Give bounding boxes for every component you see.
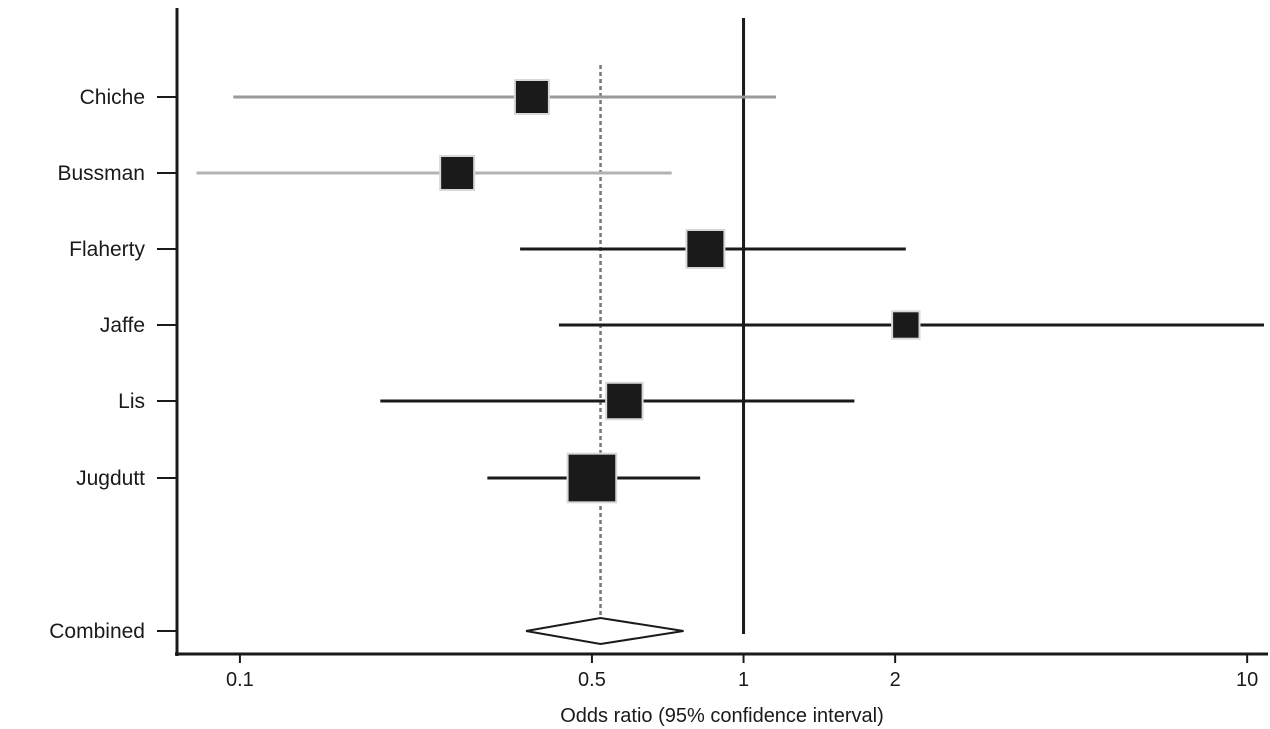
point-estimate-box bbox=[566, 452, 618, 504]
axes bbox=[175, 8, 1268, 656]
study-row-jugdutt: Jugdutt bbox=[76, 452, 701, 504]
study-row-lis: Lis bbox=[118, 381, 855, 421]
study-label: Chiche bbox=[80, 86, 145, 109]
study-label: Jaffe bbox=[100, 314, 145, 337]
x-ticks bbox=[238, 654, 1249, 663]
study-label: Jugdutt bbox=[76, 467, 145, 490]
point-estimate-box bbox=[605, 381, 644, 421]
study-row-bussman: Bussman bbox=[57, 155, 672, 191]
point-estimate-box bbox=[513, 79, 550, 115]
combined-diamond bbox=[525, 616, 684, 646]
point-estimate-box bbox=[439, 155, 476, 191]
study-label: Bussman bbox=[57, 162, 145, 185]
x-tick-label-1: 0.5 bbox=[578, 669, 606, 691]
x-tick-label-0: 0.1 bbox=[226, 669, 254, 691]
x-tick-labels: 0.1 0.5 1 2 10 bbox=[226, 669, 1258, 691]
study-label: Flaherty bbox=[69, 238, 145, 261]
study-row-chiche: Chiche bbox=[80, 79, 776, 115]
x-axis-label: Odds ratio (95% confidence interval) bbox=[560, 705, 884, 727]
study-row-jaffe: Jaffe bbox=[100, 310, 1264, 340]
point-estimate-box bbox=[891, 310, 921, 340]
study-rows: Chiche Bussman Flaherty Jaffe Lis Jugdutt bbox=[57, 79, 1264, 504]
combined-row: Combined bbox=[49, 616, 684, 646]
combined-label: Combined bbox=[49, 620, 145, 643]
x-tick-label-3: 2 bbox=[890, 669, 901, 691]
x-tick-label-2: 1 bbox=[738, 669, 749, 691]
study-row-flaherty: Flaherty bbox=[69, 228, 906, 270]
study-label: Lis bbox=[118, 390, 145, 413]
x-tick-label-4: 10 bbox=[1236, 669, 1258, 691]
point-estimate-box bbox=[685, 228, 726, 270]
